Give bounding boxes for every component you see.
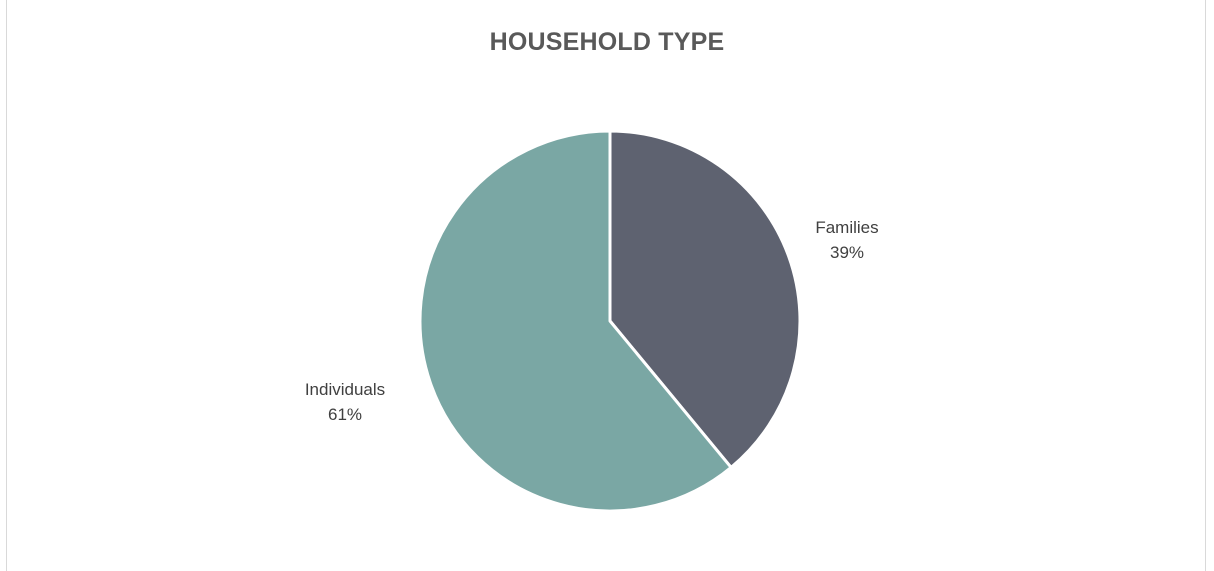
pie-slice-individuals	[418, 129, 733, 513]
slice-value-label: 39%	[830, 243, 864, 262]
chart-title: HOUSEHOLD TYPE	[489, 28, 725, 56]
slice-value-label: 61%	[328, 405, 362, 424]
slice-category-label: Individuals	[305, 380, 385, 399]
pie-labels: Families 39% Individuals 61%	[305, 218, 879, 424]
slice-category-label: Families	[815, 218, 878, 237]
pie-slice-families	[608, 129, 802, 469]
pie-slices	[418, 129, 802, 513]
